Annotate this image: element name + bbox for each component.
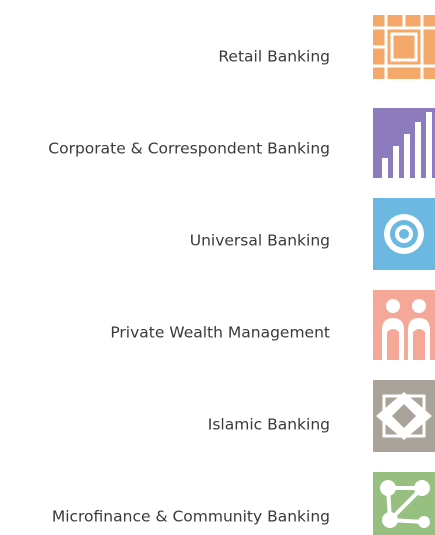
item-label[interactable]: Universal Banking xyxy=(190,232,330,250)
item-label[interactable]: Corporate & Correspondent Banking xyxy=(48,140,330,158)
retail-icon[interactable] xyxy=(373,15,435,79)
universal-icon[interactable] xyxy=(373,198,435,270)
corporate-icon[interactable] xyxy=(373,108,435,178)
item-label[interactable]: Retail Banking xyxy=(218,48,330,66)
item-label[interactable]: Private Wealth Management xyxy=(110,324,330,342)
item-label[interactable]: Microfinance & Community Banking xyxy=(52,508,330,526)
islamic-icon[interactable] xyxy=(373,380,435,452)
item-label[interactable]: Islamic Banking xyxy=(208,416,330,434)
private-icon[interactable] xyxy=(373,290,435,360)
microfinance-icon[interactable] xyxy=(373,472,435,535)
